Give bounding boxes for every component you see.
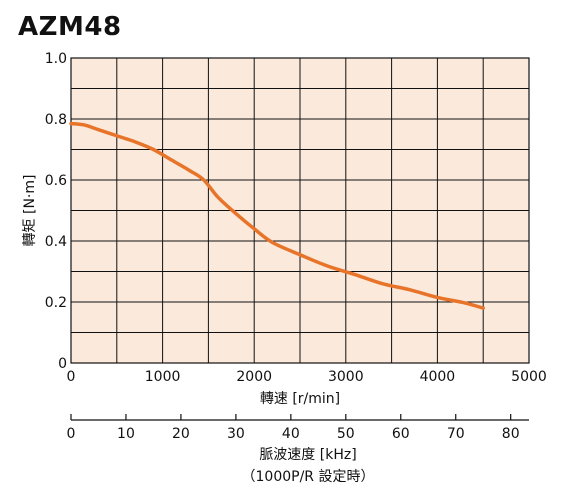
y-tick-label: 1.0 [45,51,67,67]
y-tick-label: 0.8 [45,112,67,128]
secondary-tick-label: 30 [227,426,245,442]
secondary-tick-label: 40 [282,426,300,442]
x-tick-label: 5000 [511,369,547,385]
y-tick-label: 0.6 [45,173,67,189]
chart-title: AZM48 [18,12,122,42]
x-tick-label: 2000 [236,369,272,385]
series-line [69,121,485,310]
secondary-tick-label: 80 [502,426,520,442]
secondary-axis-ticks: 0 10 20 30 40 50 60 70 80 [67,414,520,442]
x-tick-label: 0 [67,369,76,385]
x-tick-label: 3000 [328,369,364,385]
y-axis-label: 轉矩 [N·m] [22,175,38,247]
secondary-axis-sublabel: （1000P/R 設定時） [242,469,375,485]
y-tick-label: 0.4 [45,234,67,250]
secondary-axis-label: 脈波速度 [kHz] [259,447,356,463]
secondary-tick-label: 70 [447,426,465,442]
y-tick-label: 0.2 [45,295,67,311]
secondary-tick-label: 50 [337,426,355,442]
y-tick-label: 0 [58,356,67,372]
y-axis-ticks: 0 0.2 0.4 0.6 0.8 1.0 [45,51,67,372]
secondary-tick-label: 60 [392,426,410,442]
plot-frame [70,57,530,364]
x-axis-ticks: 0 1000 2000 3000 4000 5000 [67,369,547,385]
grid [71,58,529,363]
x-axis-label: 轉速 [r/min] [260,391,340,407]
secondary-tick-label: 20 [172,426,190,442]
secondary-tick-label: 10 [117,426,135,442]
x-tick-label: 4000 [420,369,456,385]
secondary-tick-label: 0 [67,426,76,442]
x-tick-label: 1000 [145,369,181,385]
